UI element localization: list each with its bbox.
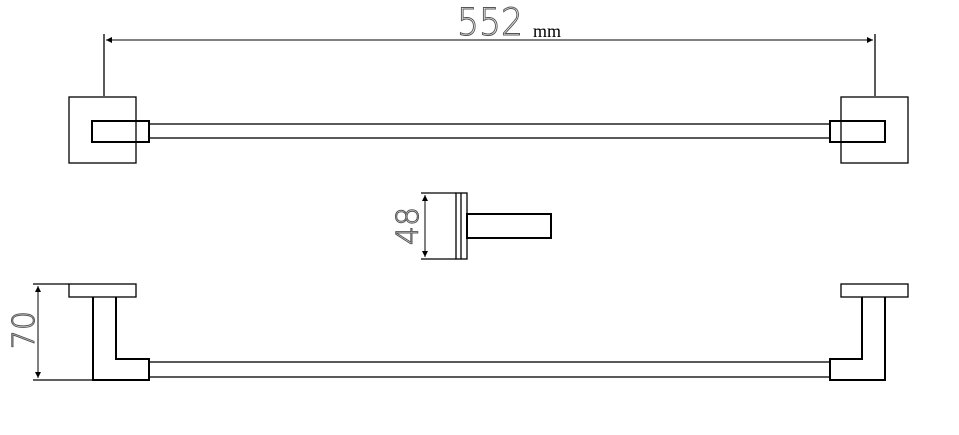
right-mount-plate: [840, 283, 909, 298]
right-arm: [829, 120, 886, 143]
length-value: 552: [457, 1, 523, 44]
right-l-arm: [829, 297, 886, 381]
left-wall-plate: [68, 96, 137, 164]
left-mount-plate: [68, 283, 137, 298]
side-arm: [466, 213, 552, 239]
side-view: [421, 192, 552, 260]
right-wall-plate: [840, 96, 909, 164]
towel-bar-front: [148, 361, 831, 378]
left-arm: [91, 120, 150, 143]
depth-value: 70: [7, 311, 42, 349]
front-view: [33, 283, 909, 381]
top-view: [68, 34, 909, 164]
length-unit: mm: [533, 21, 561, 41]
left-l-arm: [92, 297, 150, 381]
towel-bar-top: [148, 123, 831, 139]
height-value: 48: [391, 207, 426, 245]
